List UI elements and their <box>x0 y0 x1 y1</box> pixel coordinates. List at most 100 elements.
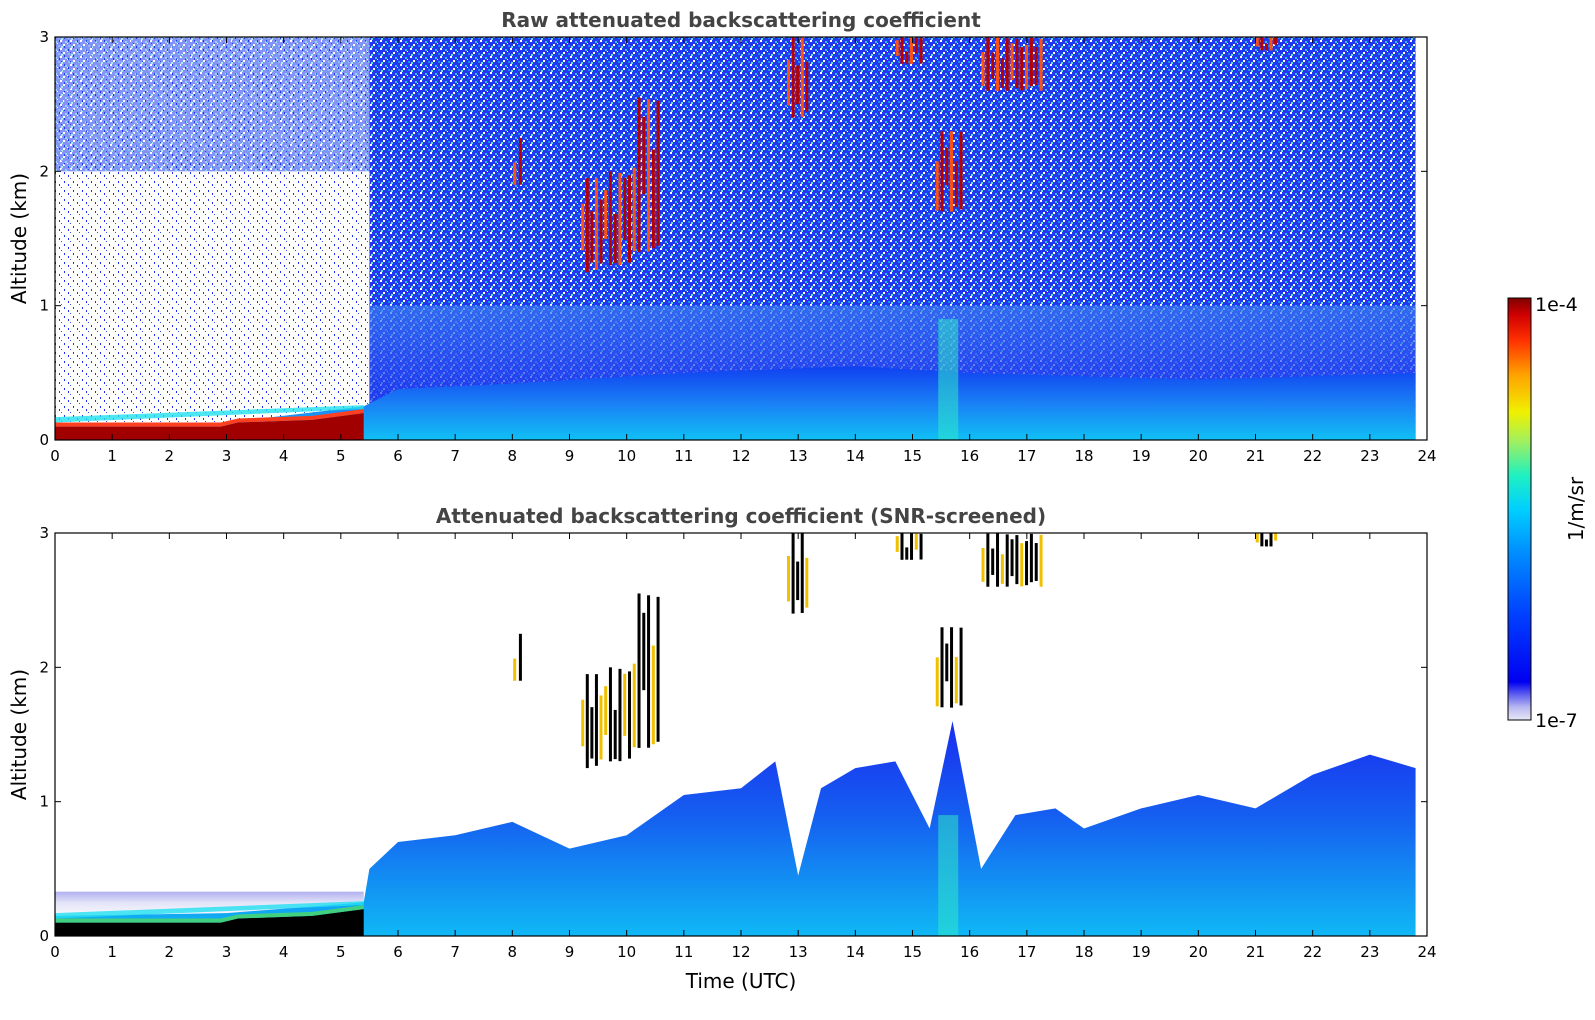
x-tick-label: 2 <box>165 447 175 465</box>
x-tick-label: 12 <box>731 447 750 465</box>
y-tick-label: 2 <box>39 658 49 676</box>
cloud-feature <box>604 667 632 762</box>
x-tick-label: 7 <box>450 943 460 961</box>
colorbar: 1e-4 1e-7 1/m/sr <box>1507 294 1588 732</box>
x-tick-label: 21 <box>1246 943 1265 961</box>
cloud-feature <box>513 633 522 681</box>
colorbar-label: 1/m/sr <box>1564 476 1588 541</box>
x-tick-label: 23 <box>1360 943 1379 961</box>
x-tick-label: 21 <box>1246 447 1265 465</box>
colorbar-gradient <box>1507 297 1532 721</box>
x-tick-label: 24 <box>1417 943 1436 961</box>
x-tick-label: 4 <box>279 943 289 961</box>
screened-panel: 0 1 2 3 4 5 6 7 8 9 10 11 12 13 14 15 16 17 18 19 20 21 22 23 24… <box>7 504 1437 993</box>
x-tick-label: 19 <box>1132 943 1151 961</box>
x-tick-label: 6 <box>393 943 403 961</box>
surface-layer-halo <box>55 405 364 423</box>
surface-layer <box>55 413 364 440</box>
x-tick-label: 6 <box>393 447 403 465</box>
x-tick-label: 12 <box>731 943 750 961</box>
cloud-feature <box>581 674 603 769</box>
cloud-feature <box>787 533 809 614</box>
y-tick-label: 3 <box>39 28 49 46</box>
cloud-feature <box>604 171 632 266</box>
x-tick-label: 23 <box>1360 447 1379 465</box>
colorbar-min-label: 1e-7 <box>1535 710 1578 732</box>
raw-panel: 0 1 2 3 4 5 6 7 8 9 10 11 12 13 14 15 16 17 18 19 20 21 22 23 24… <box>7 8 1437 465</box>
x-tick-label: 18 <box>1074 943 1093 961</box>
cloud-feature <box>1255 37 1278 51</box>
x-tick-label: 15 <box>903 943 922 961</box>
x-tick-label: 0 <box>50 943 60 961</box>
cloud-feature <box>935 627 963 708</box>
x-axis-label: Time (UTC) <box>685 969 797 993</box>
x-tick-label: 4 <box>279 447 289 465</box>
cloud-feature <box>981 37 1043 91</box>
y-tick-label: 0 <box>39 927 49 945</box>
cloud-feature <box>895 533 923 560</box>
heatmap-image <box>55 37 1427 440</box>
x-tick-label: 8 <box>508 943 518 961</box>
x-tick-label: 22 <box>1303 943 1322 961</box>
x-tick-label: 14 <box>846 447 865 465</box>
x-tick-label: 5 <box>336 447 346 465</box>
x-tick-label: 22 <box>1303 447 1322 465</box>
cloud-feature <box>632 97 660 252</box>
x-tick-label: 8 <box>508 447 518 465</box>
boundary-layer <box>55 721 1416 936</box>
x-tick-label: 24 <box>1417 447 1436 465</box>
x-tick-label: 14 <box>846 943 865 961</box>
y-tick-label: 1 <box>39 793 49 811</box>
heatmap-image <box>55 533 1427 936</box>
x-tick-label: 3 <box>222 447 232 465</box>
y-tick-label: 3 <box>39 524 49 542</box>
x-tick-label: 10 <box>617 943 636 961</box>
x-tick-label: 18 <box>1074 447 1093 465</box>
x-tick-label: 13 <box>789 943 808 961</box>
x-tick-label: 3 <box>222 943 232 961</box>
x-tick-label: 11 <box>674 447 693 465</box>
x-tick-label: 9 <box>565 447 575 465</box>
x-tick-label: 11 <box>674 943 693 961</box>
x-tick-label: 16 <box>960 447 979 465</box>
x-tick-label: 16 <box>960 943 979 961</box>
x-tick-label: 19 <box>1132 447 1151 465</box>
boundary-layer <box>55 366 1416 440</box>
x-tick-label: 2 <box>165 943 175 961</box>
x-tick-label: 5 <box>336 943 346 961</box>
cloud-feature <box>895 37 923 64</box>
x-tick-label: 10 <box>617 447 636 465</box>
cloud-feature <box>632 593 660 748</box>
y-tick-label: 2 <box>39 162 49 180</box>
x-tick-label: 9 <box>565 943 575 961</box>
x-tick-label: 15 <box>903 447 922 465</box>
x-tick-label: 20 <box>1189 447 1208 465</box>
panel-title: Raw attenuated backscattering coefficien… <box>501 8 981 32</box>
y-axis-label: Altitude (km) <box>7 173 31 304</box>
y-tick-label: 0 <box>39 431 49 449</box>
x-tick-label: 0 <box>50 447 60 465</box>
panel-title: Attenuated backscattering coefficient (S… <box>436 504 1046 528</box>
x-tick-label: 17 <box>1017 447 1036 465</box>
cloud-feature <box>581 178 603 273</box>
x-tick-label: 1 <box>107 447 117 465</box>
cloud-feature <box>1255 533 1278 547</box>
surface-layer-halo <box>55 901 364 919</box>
night-upper-noise <box>55 37 370 172</box>
x-tick-label: 17 <box>1017 943 1036 961</box>
surface-layer-edge <box>55 905 364 923</box>
y-axis-label: Altitude (km) <box>7 669 31 800</box>
cloud-feature <box>787 37 809 118</box>
cloud-feature <box>513 137 522 185</box>
x-tick-label: 1 <box>107 943 117 961</box>
x-tick-label: 7 <box>450 447 460 465</box>
y-tick-label: 1 <box>39 297 49 315</box>
cloud-feature <box>935 131 963 212</box>
x-tick-label: 20 <box>1189 943 1208 961</box>
convective-column <box>938 815 959 936</box>
colorbar-max-label: 1e-4 <box>1535 294 1578 316</box>
convective-column <box>938 319 959 440</box>
cloud-feature <box>981 533 1043 587</box>
x-tick-label: 13 <box>789 447 808 465</box>
